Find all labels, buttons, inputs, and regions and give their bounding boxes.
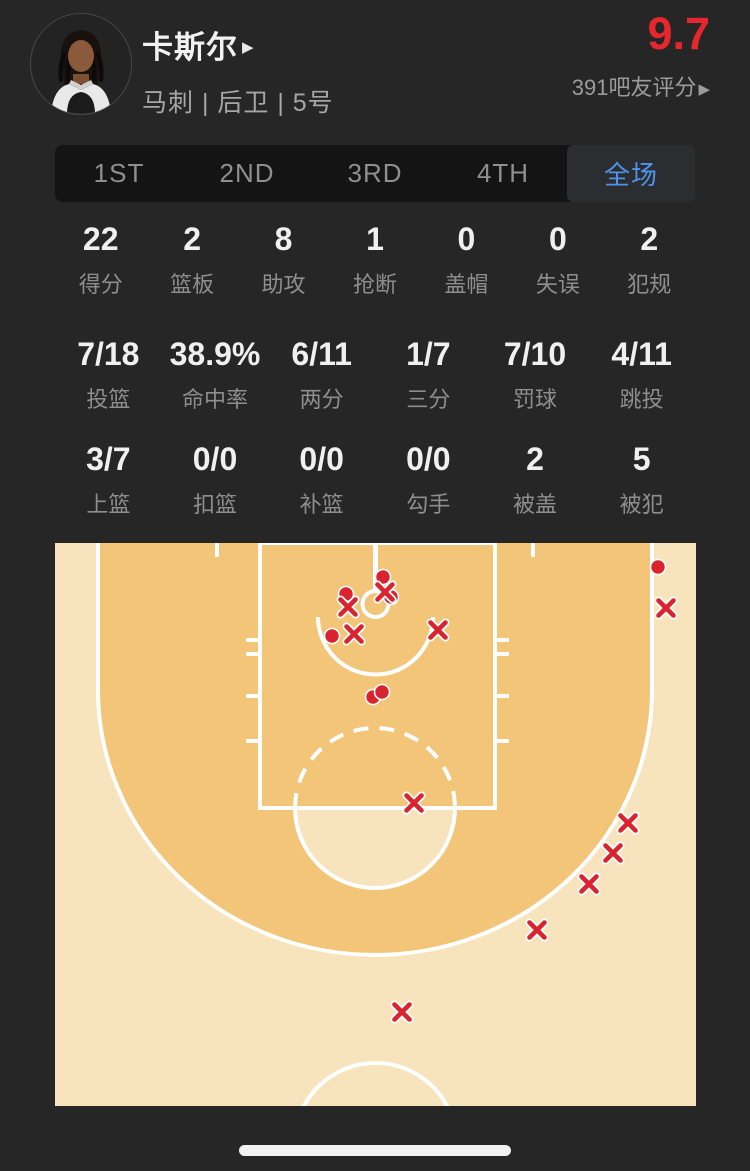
stat-label: 扣篮: [192, 492, 237, 517]
tab-全场[interactable]: 全场: [567, 145, 695, 202]
player-team-position: 马刺 | 后卫 | 5号: [142, 89, 334, 117]
stat-cell: 5 被犯: [588, 441, 695, 519]
stat-cell: 2 篮板: [146, 221, 237, 299]
shot-missed-marker: [428, 620, 448, 640]
stat-label: 跳投: [619, 387, 664, 412]
stat-cell: 2 被盖: [482, 441, 589, 519]
stat-row-basic: 22 得分 2 篮板 8 助攻 1 抢断 0 盖帽 0 失误 2 犯规: [55, 221, 695, 299]
stat-label: 得分: [78, 272, 123, 297]
tab-4TH[interactable]: 4TH: [476, 158, 530, 188]
stat-value: 5: [632, 441, 651, 477]
shot-missed-marker: [344, 624, 364, 644]
shot-missed-marker: [404, 793, 424, 813]
player-name-block[interactable]: 卡斯尔 ▶ 马刺 | 后卫 | 5号: [142, 22, 334, 119]
rating-arrow-icon: ▶: [698, 81, 710, 98]
stat-cell: 0 盖帽: [421, 221, 512, 299]
stat-label: 抢断: [352, 272, 397, 297]
stat-value: 7/18: [77, 336, 140, 372]
court-surface: [55, 543, 696, 1106]
stat-cell: 7/18 投篮: [55, 336, 162, 414]
player-header: 卡斯尔 ▶ 马刺 | 后卫 | 5号 9.7 391吧友评分 ▶: [0, 0, 750, 125]
stat-cell: 3/7 上篮: [55, 441, 162, 519]
stat-label: 被盖: [512, 492, 557, 517]
tab-1ST[interactable]: 1ST: [93, 158, 145, 188]
stat-value: 0: [548, 221, 567, 257]
stat-label: 篮板: [170, 272, 215, 297]
stat-value: 38.9%: [169, 336, 261, 372]
stat-value: 6/11: [291, 336, 352, 372]
stat-cell: 0/0 勾手: [375, 441, 482, 519]
stat-label: 命中率: [181, 387, 248, 412]
stat-value: 0/0: [192, 441, 238, 477]
stat-label: 犯规: [627, 272, 672, 297]
stat-cell: 8 助攻: [238, 221, 329, 299]
shot-missed-marker: [579, 874, 599, 894]
stat-value: 8: [274, 221, 293, 257]
shot-missed-marker: [603, 843, 623, 863]
player-avatar[interactable]: [30, 13, 132, 115]
stat-cell: 0/0 扣篮: [162, 441, 269, 519]
shot-chart: [55, 543, 696, 1106]
stat-cell: 4/11 跳投: [588, 336, 695, 414]
stat-label: 罚球: [512, 387, 557, 412]
rating-block[interactable]: 9.7 391吧友评分 ▶: [572, 8, 710, 102]
stat-value: 22: [82, 221, 119, 257]
stat-label: 被犯: [619, 492, 664, 517]
shot-made-marker: [373, 683, 391, 701]
stat-value: 0: [457, 221, 476, 257]
shot-made-marker: [649, 558, 667, 576]
tab-3RD[interactable]: 3RD: [347, 158, 403, 188]
home-indicator[interactable]: [239, 1145, 511, 1156]
shot-chart-court: [55, 543, 696, 1106]
stat-label: 补篮: [299, 492, 344, 517]
shot-missed-marker: [392, 1002, 412, 1022]
shot-made-marker: [323, 627, 341, 645]
stat-cell: 1 抢断: [329, 221, 420, 299]
tab-2ND[interactable]: 2ND: [219, 158, 275, 188]
shot-missed-marker: [618, 813, 638, 833]
stat-value: 2: [526, 441, 544, 477]
stat-label: 三分: [406, 387, 451, 412]
shot-missed-marker: [656, 598, 676, 618]
stat-cell: 0 失误: [512, 221, 603, 299]
stat-value: 1: [366, 221, 384, 257]
stat-label: 助攻: [261, 272, 306, 297]
stat-cell: 38.9% 命中率: [162, 336, 269, 414]
stat-value: 2: [640, 221, 659, 257]
rating-value: 9.7: [647, 8, 710, 59]
stat-value: 7/10: [503, 336, 567, 372]
stat-label: 两分: [299, 387, 344, 412]
player-name: 卡斯尔: [142, 30, 238, 65]
shot-missed-marker: [375, 582, 395, 602]
quarter-tabbar: 1ST 2ND 3RD 4TH 全场: [55, 145, 695, 202]
stat-cell: 1/7 三分: [375, 336, 482, 414]
shot-missed-marker: [527, 920, 547, 940]
stat-cell: 22 得分: [55, 221, 146, 299]
stat-row-shooting: 7/18 投篮 38.9% 命中率 6/11 两分 1/7 三分 7/10 罚球 4/11 跳投: [55, 336, 695, 414]
stat-row-shot-types: 3/7 上篮 0/0 扣篮 0/0 补篮 0/0 勾手 2 被盖 5 被犯: [55, 441, 695, 519]
player-avatar-illustration: [31, 14, 131, 114]
stat-value: 3/7: [86, 441, 131, 477]
stat-label: 上篮: [86, 492, 131, 517]
stat-cell: 2 犯规: [604, 221, 695, 299]
stat-value: 2: [183, 221, 202, 257]
stat-label: 失误: [535, 272, 580, 297]
shot-missed-marker: [338, 597, 358, 617]
stat-value: 0/0: [406, 441, 451, 477]
name-arrow-icon: ▶: [242, 39, 254, 56]
stat-cell: 6/11 两分: [268, 336, 375, 414]
rating-caption: 391吧友评分 ▶: [571, 75, 710, 100]
stat-cell: 0/0 补篮: [268, 441, 375, 519]
stat-cell: 7/10 罚球: [482, 336, 589, 414]
stat-label: 勾手: [406, 492, 451, 517]
stat-label: 盖帽: [444, 272, 489, 297]
stat-label: 投篮: [86, 387, 131, 412]
shot-markers: [323, 558, 678, 1024]
bottom-bar: [0, 1106, 750, 1171]
stat-value: 1/7: [406, 336, 451, 372]
stat-value: 0/0: [299, 441, 344, 477]
stat-value: 4/11: [611, 336, 672, 372]
